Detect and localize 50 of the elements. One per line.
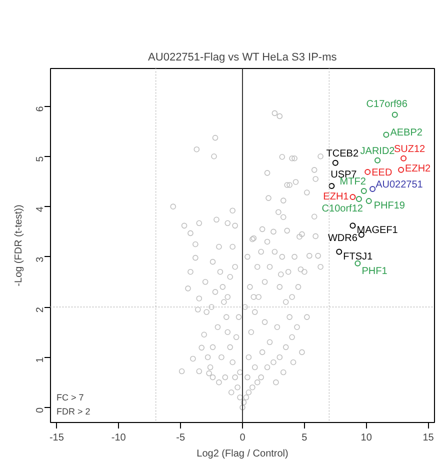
x-tick-label: 10 — [360, 432, 372, 444]
series-label: JARID2 — [360, 146, 396, 157]
series-label: PHF19 — [374, 200, 406, 212]
annotation: FC > 7 — [56, 392, 84, 402]
y-tick-label: 0 — [35, 407, 46, 413]
series-label: MAGEF1 — [356, 225, 398, 236]
y-tick-label: 6 — [35, 106, 46, 112]
x-tick-label: 0 — [240, 432, 246, 444]
point — [336, 248, 342, 255]
point — [328, 183, 335, 189]
y-tick-label: 4 — [35, 206, 46, 212]
series-label: AEBP2 — [390, 127, 423, 138]
y-tick-label: 3 — [35, 256, 46, 262]
series-label: AU022751 — [376, 180, 424, 191]
x-tick-label: 15 — [422, 432, 434, 444]
point — [398, 166, 404, 173]
point — [350, 194, 356, 200]
series-label: EZH2 — [405, 163, 432, 174]
chart-title: AU022751-Flag vs WT HeLa S3 IP-ms — [148, 52, 338, 64]
x-axis-title: Log2 (Flag / Control) — [196, 448, 288, 460]
series-label: FTSJ1 — [343, 251, 374, 262]
series-label: TCEB2 — [326, 148, 359, 160]
point — [400, 155, 407, 162]
y-tick-label: 2 — [35, 306, 46, 313]
point — [360, 188, 367, 194]
point — [374, 157, 381, 164]
point — [383, 132, 390, 138]
point — [364, 168, 371, 175]
x-tick-label: 5 — [302, 432, 308, 444]
series-label: EED — [372, 167, 392, 178]
series-label: PHF1 — [362, 266, 388, 277]
annotation: FDR > 2 — [56, 406, 90, 416]
series-label: SUZ12 — [394, 144, 426, 155]
series-label: C17orf96 — [366, 99, 408, 110]
point — [350, 222, 356, 229]
point — [356, 196, 362, 202]
x-tick-label: -15 — [49, 432, 64, 444]
series-label: EZH1 — [323, 192, 350, 203]
x-tick-label: -10 — [111, 432, 126, 444]
point — [332, 160, 338, 166]
series-label: WDR6 — [328, 233, 358, 244]
point — [366, 198, 372, 204]
x-tick-label: -5 — [176, 432, 186, 444]
point — [370, 186, 376, 192]
point — [354, 260, 361, 266]
y-axis-title: -Log (FDR (t-test)) — [14, 204, 24, 286]
series-label: C10orf12 — [322, 204, 364, 215]
point — [392, 112, 398, 118]
y-tick-label: 5 — [35, 156, 46, 162]
y-tick-label: 1 — [35, 356, 46, 363]
